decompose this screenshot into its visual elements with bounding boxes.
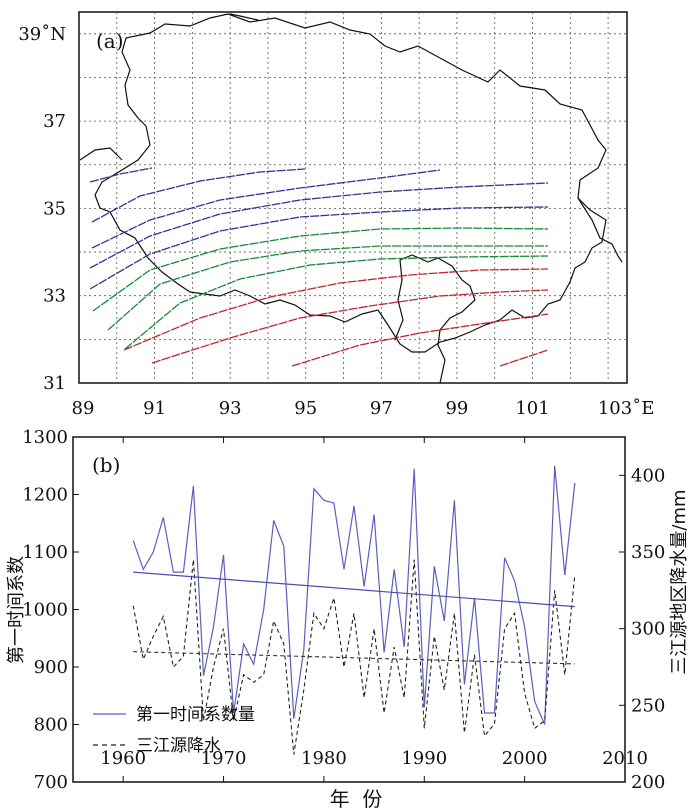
contour-line <box>91 168 306 223</box>
chart-tick-marks <box>73 436 626 783</box>
contour-line <box>291 313 549 367</box>
y-tick-label: 1000 <box>22 600 68 621</box>
east-border <box>577 197 623 263</box>
contour-line <box>92 227 549 312</box>
north-coast <box>229 13 259 21</box>
map-frame <box>78 11 628 384</box>
map-y-tick-label: 37 <box>43 111 66 132</box>
map-x-tick-label: 93 <box>219 398 242 419</box>
y-right-tick-label: 250 <box>631 695 665 716</box>
contour-line <box>91 169 441 249</box>
x-tick-label: 2010 <box>602 748 648 769</box>
x-tick-label: 1990 <box>401 748 447 769</box>
y-right-tick-label: 300 <box>631 619 665 640</box>
map-x-tick-labels: 89 91 93 95 97 99 101 103˚E <box>72 397 655 419</box>
chart-x-tick-labels: 1960 1970 1980 1990 2000 2010 <box>100 748 648 769</box>
x-axis-label: 年 份 <box>330 787 383 811</box>
map-x-tick-label: 101 <box>515 398 549 419</box>
map-gridlines <box>79 12 627 383</box>
x-tick-label: 2000 <box>502 748 548 769</box>
y-tick-label: 1100 <box>22 542 68 563</box>
y-tick-label: 800 <box>34 715 68 736</box>
contour-line <box>89 167 153 183</box>
map-x-tick-label: 89 <box>72 398 95 419</box>
contour-line <box>124 255 549 350</box>
y-axis-label: 第一时间系数 <box>6 556 27 664</box>
map-x-tick-label: 97 <box>370 398 393 419</box>
y-tick-label: 1300 <box>22 427 68 448</box>
contour-line <box>151 289 549 364</box>
contour-line <box>123 268 549 351</box>
y-axis-label-right: 三江源地区降水量/mm <box>669 489 690 674</box>
series-trend-precip <box>133 651 575 665</box>
y-right-tick-label: 400 <box>631 465 665 486</box>
series-第一时间系数量 <box>132 465 576 725</box>
map-x-tick-label: 103˚E <box>598 397 655 419</box>
x-tick-label: 1980 <box>301 748 347 769</box>
inner-border <box>394 259 404 341</box>
map-y-tick-labels: 39˚N 37 35 33 31 <box>18 23 66 394</box>
map-y-tick-label: 31 <box>43 373 66 394</box>
chart-series <box>132 465 576 755</box>
y-tick-label: 900 <box>34 657 68 678</box>
y-right-tick-label: 350 <box>631 542 665 563</box>
panel-a-label: (a) <box>96 29 124 53</box>
series-三江源降水 <box>132 559 576 755</box>
chart-panel: (b) 1300 1200 1100 1000 900 800 700 400 350 300 2… <box>6 427 690 811</box>
y-right-tick-label: 200 <box>631 772 665 793</box>
y-tick-label: 1200 <box>22 485 68 506</box>
contour-line <box>499 349 549 367</box>
map-x-tick-label: 95 <box>294 398 317 419</box>
series-trend-coefficient <box>133 571 575 608</box>
chart-y-right-tick-labels: 400 350 300 250 200 <box>631 465 665 793</box>
y-tick-label: 700 <box>34 772 68 793</box>
map-x-tick-label: 91 <box>143 398 166 419</box>
map-x-tick-label: 99 <box>445 398 468 419</box>
map-y-tick-label: 39˚N <box>18 23 66 45</box>
map-y-tick-label: 33 <box>43 286 66 307</box>
precip-contours <box>89 167 549 367</box>
map-panel: (a) 39˚N 37 35 33 31 89 91 93 95 97 99 101 103˚E <box>18 11 655 419</box>
legend-label-precip: 三江源降水 <box>136 736 221 756</box>
legend-label-coefficient: 第一时间系数量 <box>136 705 255 725</box>
chart-frame <box>72 436 626 783</box>
sichuan-border <box>399 254 476 384</box>
panel-b-label: (b) <box>92 453 120 477</box>
map-y-tick-label: 35 <box>43 198 66 219</box>
qinghai-border <box>94 13 607 353</box>
x-tick-label: 1960 <box>100 748 146 769</box>
contour-line <box>89 182 549 269</box>
nw-border <box>79 147 123 161</box>
chart-y-tick-labels: 1300 1200 1100 1000 900 800 700 <box>22 427 68 793</box>
contour-line <box>89 206 549 290</box>
x-tick-label: 1970 <box>201 748 247 769</box>
legend: 第一时间系数量 三江源降水 <box>93 705 255 756</box>
contour-line <box>107 245 548 331</box>
region-border <box>79 13 623 384</box>
